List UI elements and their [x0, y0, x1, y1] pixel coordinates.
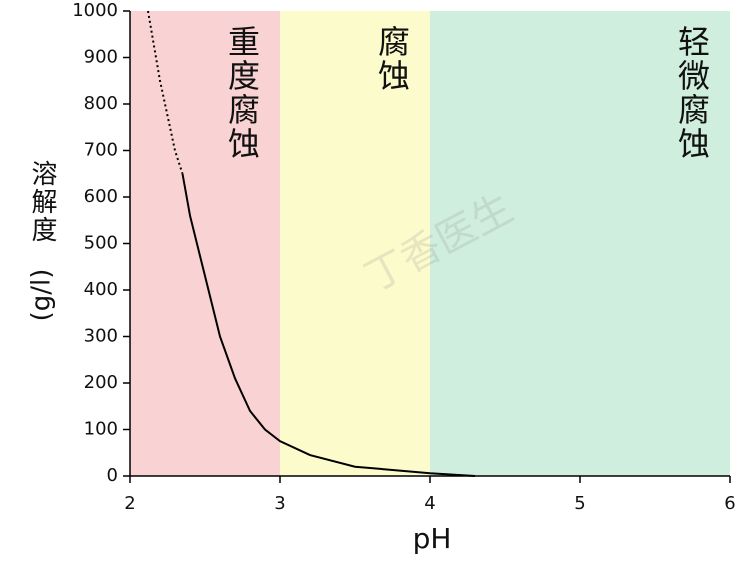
y-axis-label: (g/l) [27, 269, 57, 322]
y-tick-label: 1000 [72, 0, 118, 21]
x-axis-label: pH [413, 522, 452, 555]
y-tick-label: 400 [84, 279, 118, 300]
line [181, 173, 476, 477]
region-label: 重度腐蚀 [223, 25, 261, 161]
y-tick-label: 300 [84, 326, 118, 347]
y-tick-label: 500 [84, 233, 118, 254]
line [147, 10, 184, 175]
y-tick-label: 800 [84, 93, 118, 114]
region [130, 11, 280, 476]
x-tick-label: 6 [724, 493, 735, 514]
y-tick-label: 200 [84, 372, 118, 393]
region-label: 轻微腐蚀 [673, 25, 711, 161]
region-label: 腐蚀 [373, 25, 411, 93]
x-tick-label: 5 [574, 493, 585, 514]
x-tick-label: 2 [124, 493, 135, 514]
x-tick-label: 4 [424, 493, 435, 514]
y-axis-label: 溶解度 [27, 160, 57, 244]
region [430, 11, 730, 476]
y-tick-label: 900 [84, 47, 118, 68]
x-tick-label: 3 [274, 493, 285, 514]
region [280, 11, 430, 476]
y-tick-label: 700 [84, 140, 118, 161]
y-tick-label: 100 [84, 419, 118, 440]
y-tick-label: 0 [107, 465, 118, 486]
y-tick-label: 600 [84, 186, 118, 207]
